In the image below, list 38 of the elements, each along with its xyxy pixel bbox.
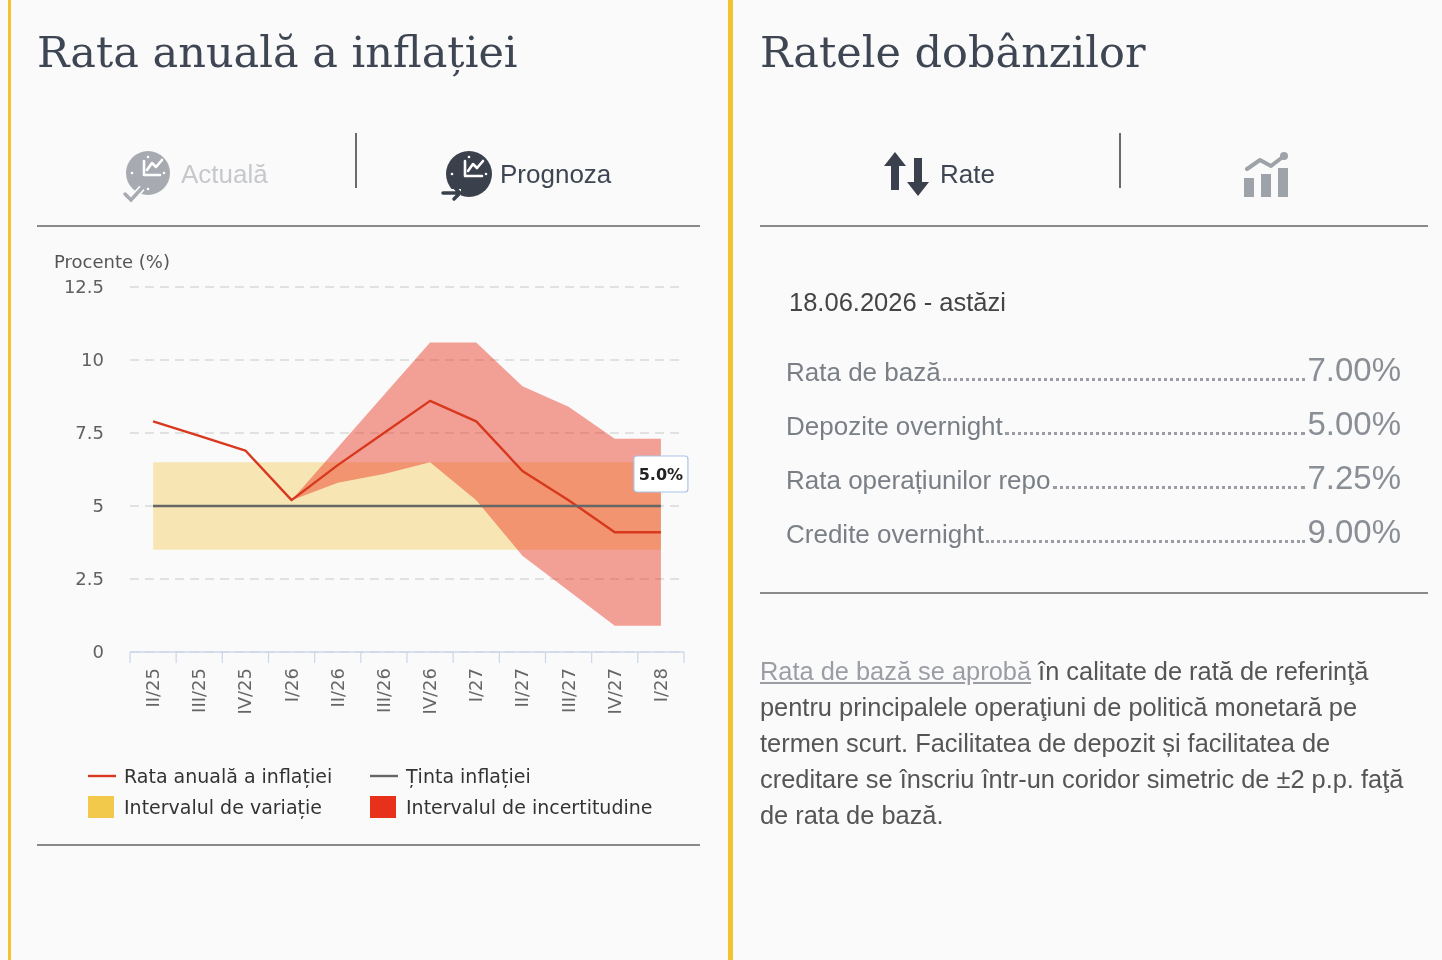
x-tick-label: II/26 — [326, 668, 348, 708]
x-tick-label: III/27 — [557, 668, 579, 713]
legend-label: Rata anuală a inflației — [124, 764, 333, 787]
x-tick-label: IV/27 — [603, 668, 625, 715]
x-tick-label: I/27 — [465, 668, 487, 703]
text: 7.25% — [1307, 459, 1401, 496]
data-label: 5.0% — [638, 464, 684, 484]
y-tick-label: 12.5 — [63, 276, 104, 298]
text: Depozite overnight — [786, 411, 1003, 441]
y-axis-title: Procente (%) — [54, 251, 170, 272]
text: Ratele dobânzilor — [760, 27, 1146, 77]
legend-label: Intervalul de variație — [124, 795, 322, 818]
x-tick-label: I/28 — [649, 668, 671, 703]
text: 18.06.2026 - astăzi — [789, 288, 1006, 316]
legend-label: Intervalul de incertitudine — [406, 795, 653, 818]
text: Rata operațiunilor repo — [786, 465, 1051, 495]
y-tick-label: 0 — [92, 641, 104, 663]
x-tick-label: IV/25 — [234, 668, 256, 715]
text: Prognoza — [500, 159, 612, 189]
x-tick-label: I/26 — [280, 668, 302, 703]
x-tick-label: II/27 — [511, 668, 533, 708]
text: Credite overnight — [786, 519, 984, 549]
y-tick-label: 10 — [81, 349, 104, 371]
x-tick-label: IV/26 — [419, 668, 441, 715]
text: Rate — [940, 159, 995, 189]
text: 5.00% — [1307, 405, 1401, 442]
y-tick-label: 5 — [92, 495, 104, 517]
x-tick-label: III/25 — [188, 668, 210, 713]
legend-label: Ținta inflației — [406, 764, 531, 787]
text: Rata de bază — [786, 357, 941, 387]
text: Rata de bază se aprobă — [760, 657, 1032, 685]
text: 9.00% — [1307, 513, 1401, 550]
x-tick-label: III/26 — [372, 668, 394, 713]
x-tick-label: II/25 — [142, 668, 164, 708]
chart-title: Rata anuală a inflației — [37, 27, 518, 77]
text: 7.00% — [1307, 351, 1401, 388]
y-tick-label: 7.5 — [75, 422, 104, 444]
y-tick-label: 2.5 — [75, 568, 104, 590]
